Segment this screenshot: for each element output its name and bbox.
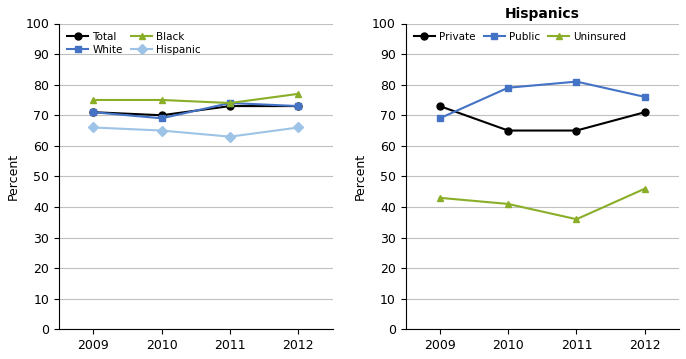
Y-axis label: Percent: Percent: [7, 153, 20, 200]
Legend: Total, White, Black, Hispanic: Total, White, Black, Hispanic: [64, 29, 204, 58]
Y-axis label: Percent: Percent: [353, 153, 366, 200]
Legend: Private, Public, Uninsured: Private, Public, Uninsured: [411, 29, 629, 45]
Title: Hispanics: Hispanics: [505, 7, 580, 21]
